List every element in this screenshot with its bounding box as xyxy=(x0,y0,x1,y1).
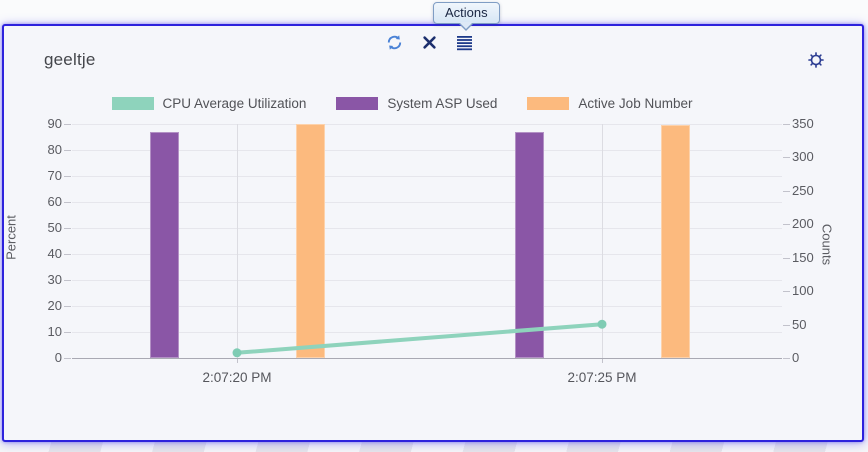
legend-label: CPU Average Utilization xyxy=(162,96,307,111)
y-axis-tick-label-right: 150 xyxy=(792,249,814,265)
chart-legend: CPU Average Utilization System ASP Used Ac… xyxy=(4,96,862,111)
y-axis-tick-label-right: 300 xyxy=(792,149,814,165)
y-axis-tick-right xyxy=(783,157,790,159)
legend-item-cpu-average-utilization[interactable]: CPU Average Utilization xyxy=(111,96,307,111)
y-axis-tick-left xyxy=(64,150,71,151)
y-axis-tick-left xyxy=(64,306,71,307)
actions-tooltip: Actions xyxy=(433,2,500,31)
actions-menu-button[interactable] xyxy=(452,32,476,56)
y-axis-tick-label-left: 50 xyxy=(47,220,62,235)
y-axis-tick-left xyxy=(64,280,71,281)
refresh-button[interactable] xyxy=(382,32,406,56)
x-axis-tick xyxy=(237,358,238,363)
close-button[interactable] xyxy=(417,32,441,56)
gridline-horizontal xyxy=(72,280,782,281)
legend-swatch xyxy=(336,97,379,110)
y-axis-tick-label-right: 350 xyxy=(792,116,814,131)
y-axis-tick-label-left: 70 xyxy=(47,168,62,183)
gridline-horizontal xyxy=(72,176,782,177)
gridline-horizontal xyxy=(72,124,782,125)
y-axis-tick-label-right: 0 xyxy=(792,350,800,365)
bar-active-job-number[interactable] xyxy=(660,125,690,358)
gridline-horizontal xyxy=(72,306,782,307)
y-axis-tick-label-right: 250 xyxy=(792,182,814,198)
gridline-horizontal xyxy=(72,228,782,229)
y-axis-tick-right xyxy=(783,291,790,293)
y-axis-title-right: Counts xyxy=(819,223,835,266)
y-axis-tick-left xyxy=(64,124,71,125)
gridline-horizontal xyxy=(72,150,782,151)
bar-system-asp-used[interactable] xyxy=(149,131,179,358)
y-axis-tick-right xyxy=(783,257,790,259)
card-title: geeltje xyxy=(44,50,96,69)
card-toolbar xyxy=(382,32,476,56)
actions-menu-icon xyxy=(456,35,473,54)
y-axis-tick-label-left: 40 xyxy=(47,246,62,261)
y-axis-tick-left xyxy=(64,202,71,203)
y-axis-tick-label-left: 80 xyxy=(47,142,62,157)
y-axis-tick-right xyxy=(783,190,790,192)
y-axis-tick-right xyxy=(783,358,790,359)
chart-card: geeltje xyxy=(2,24,864,442)
bar-active-job-number[interactable] xyxy=(295,124,325,358)
y-axis-tick-label-left: 10 xyxy=(47,324,62,339)
y-axis-tick-left xyxy=(64,332,71,333)
legend-item-active-job-number[interactable]: Active Job Number xyxy=(527,96,692,111)
y-axis-tick-label-left: 20 xyxy=(47,298,62,313)
y-axis-tick-right xyxy=(783,324,790,326)
x-axis-tick xyxy=(602,358,603,363)
y-axis-tick-left xyxy=(64,358,71,359)
gridline-vertical xyxy=(237,124,238,358)
page-background-watermark xyxy=(0,440,868,452)
y-axis-tick-right xyxy=(783,224,790,226)
line-cpu-average-utilization xyxy=(232,319,607,358)
gridline-horizontal xyxy=(72,202,782,203)
y-axis-tick-right xyxy=(783,124,790,125)
y-axis-tick-label-left: 60 xyxy=(47,194,62,209)
legend-label: Active Job Number xyxy=(578,96,693,111)
bar-system-asp-used[interactable] xyxy=(514,131,544,358)
x-axis-line xyxy=(72,358,782,359)
close-icon xyxy=(422,35,437,53)
legend-swatch xyxy=(527,97,570,110)
y-axis-tick-label-right: 100 xyxy=(792,283,814,299)
y-axis-tick-label-left: 30 xyxy=(47,272,62,287)
legend-swatch xyxy=(111,97,154,110)
legend-label: System ASP Used xyxy=(387,96,498,111)
y-axis-tick-label-left: 90 xyxy=(47,116,62,131)
y-axis-tick-label-right: 50 xyxy=(792,316,807,332)
legend-item-system-asp-used[interactable]: System ASP Used xyxy=(336,96,497,111)
gridline-vertical xyxy=(602,124,603,358)
y-axis-tick-left xyxy=(64,176,71,177)
settings-button[interactable] xyxy=(804,49,828,73)
gear-icon xyxy=(807,51,825,72)
x-axis-tick-label: 2:07:20 PM xyxy=(202,370,272,385)
y-axis-tick-left xyxy=(64,228,71,229)
gridline-horizontal xyxy=(72,254,782,255)
x-axis-tick-label: 2:07:25 PM xyxy=(567,370,637,385)
chart-area: 0 10 20 30 40 50 60 70 80 90 0 50 100 150 200 250 300 350… xyxy=(4,26,862,440)
actions-tooltip-label: Actions xyxy=(445,5,488,20)
refresh-icon xyxy=(385,33,404,55)
y-axis-tick-label-right: 200 xyxy=(792,216,814,232)
y-axis-tick-label-left: 0 xyxy=(54,350,62,365)
y-axis-tick-left xyxy=(64,254,71,255)
y-axis-title-left: Percent xyxy=(3,215,19,260)
